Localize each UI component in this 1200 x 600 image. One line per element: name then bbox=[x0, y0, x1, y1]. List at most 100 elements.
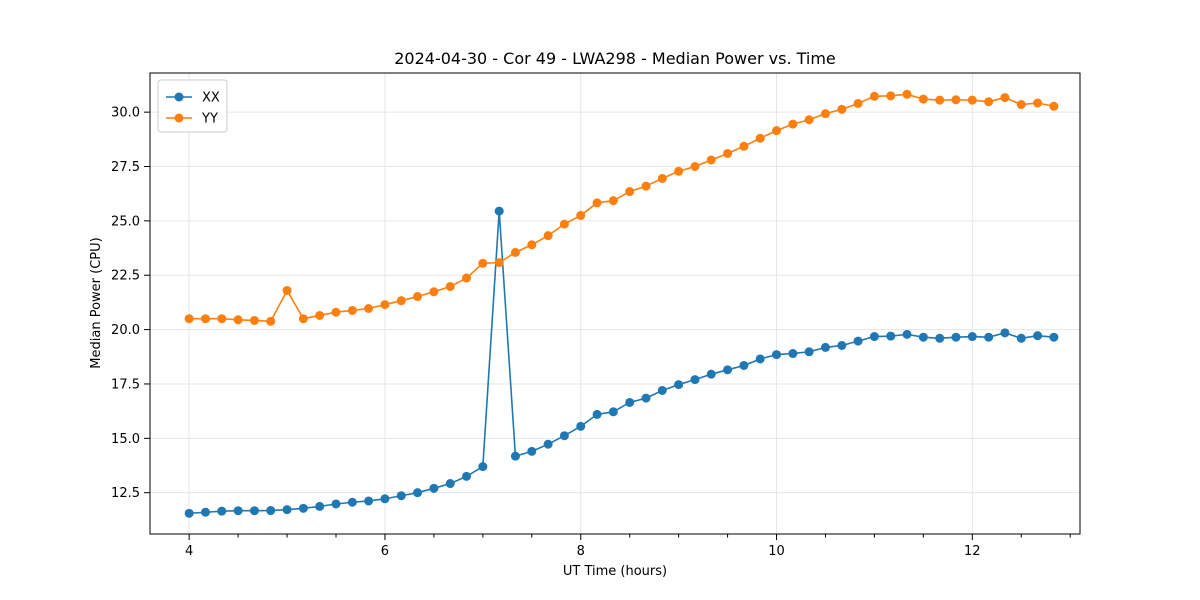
data-point-yy bbox=[739, 141, 749, 151]
data-point-xx bbox=[217, 506, 227, 516]
data-point-yy bbox=[918, 94, 928, 104]
chart-title: 2024-04-30 - Cor 49 - LWA298 - Median Po… bbox=[394, 49, 836, 68]
data-point-xx bbox=[266, 506, 276, 516]
data-point-yy bbox=[315, 310, 325, 320]
data-point-xx bbox=[201, 507, 211, 517]
data-point-xx bbox=[755, 354, 765, 364]
data-point-yy bbox=[543, 231, 553, 241]
y-tick-label: 20.0 bbox=[111, 323, 140, 338]
data-point-xx bbox=[445, 479, 455, 489]
data-point-xx bbox=[347, 497, 357, 507]
data-point-yy bbox=[788, 119, 798, 129]
data-point-xx bbox=[331, 499, 341, 509]
data-point-yy bbox=[282, 285, 292, 295]
data-point-yy bbox=[576, 210, 586, 220]
plot-area-frame bbox=[149, 72, 1081, 535]
data-point-xx bbox=[837, 340, 847, 350]
data-point-xx bbox=[576, 421, 586, 431]
data-point-xx bbox=[282, 505, 292, 515]
data-point-yy bbox=[461, 273, 471, 283]
data-point-yy bbox=[886, 91, 896, 101]
data-point-xx bbox=[592, 409, 602, 419]
x-tick-label: 10 bbox=[768, 544, 785, 559]
x-tick-label: 8 bbox=[577, 544, 585, 559]
data-point-xx bbox=[886, 331, 896, 341]
data-point-xx bbox=[853, 336, 863, 346]
data-point-xx bbox=[657, 385, 667, 395]
data-point-xx bbox=[380, 494, 390, 504]
x-tick-label: 12 bbox=[964, 544, 981, 559]
data-point-xx bbox=[706, 369, 716, 379]
data-point-yy bbox=[510, 247, 520, 257]
data-point-yy bbox=[690, 162, 700, 172]
data-point-xx bbox=[396, 491, 406, 501]
data-point-yy bbox=[217, 314, 227, 324]
data-point-xx bbox=[527, 446, 537, 456]
data-point-xx bbox=[184, 508, 194, 518]
data-point-yy bbox=[347, 305, 357, 315]
plot-series bbox=[184, 89, 1059, 518]
x-tick-label: 4 bbox=[185, 544, 193, 559]
legend-marker-yy bbox=[174, 113, 184, 123]
data-point-xx bbox=[918, 332, 928, 342]
legend-label-xx: XX bbox=[202, 91, 220, 106]
data-point-xx bbox=[967, 332, 977, 342]
data-point-yy bbox=[298, 314, 308, 324]
data-point-xx bbox=[951, 332, 961, 342]
data-point-xx bbox=[625, 397, 635, 407]
y-tick-label: 17.5 bbox=[111, 377, 140, 392]
data-point-yy bbox=[608, 196, 618, 206]
data-point-xx bbox=[1049, 332, 1059, 342]
x-tick-label: 6 bbox=[381, 544, 389, 559]
data-point-xx bbox=[315, 501, 325, 511]
data-point-yy bbox=[984, 97, 994, 107]
data-point-xx bbox=[478, 462, 488, 472]
data-point-xx bbox=[1016, 333, 1026, 343]
data-point-yy bbox=[837, 104, 847, 114]
data-point-yy bbox=[674, 166, 684, 176]
y-axis-title: Median Power (CPU) bbox=[89, 237, 104, 368]
grid-lines bbox=[150, 73, 1080, 534]
data-point-xx bbox=[233, 506, 243, 516]
data-point-yy bbox=[396, 296, 406, 306]
data-point-xx bbox=[1033, 331, 1043, 341]
data-point-xx bbox=[723, 365, 733, 375]
data-point-xx bbox=[413, 488, 423, 498]
data-point-yy bbox=[233, 315, 243, 325]
data-point-yy bbox=[1016, 100, 1026, 110]
series-yy bbox=[184, 89, 1059, 326]
data-point-xx bbox=[674, 380, 684, 390]
data-point-xx bbox=[902, 329, 912, 339]
data-point-yy bbox=[364, 304, 374, 314]
data-point-yy bbox=[331, 307, 341, 317]
data-point-xx bbox=[559, 431, 569, 441]
data-point-yy bbox=[967, 95, 977, 105]
y-tick-label: 25.0 bbox=[111, 214, 140, 229]
data-point-xx bbox=[690, 375, 700, 385]
data-point-xx bbox=[772, 350, 782, 360]
data-point-yy bbox=[951, 95, 961, 105]
data-point-xx bbox=[461, 471, 471, 481]
data-point-yy bbox=[1000, 93, 1010, 103]
data-point-yy bbox=[184, 314, 194, 324]
data-point-yy bbox=[755, 133, 765, 143]
data-point-xx bbox=[739, 360, 749, 370]
legend-label-yy: YY bbox=[201, 112, 218, 127]
data-point-yy bbox=[853, 98, 863, 108]
data-point-yy bbox=[625, 187, 635, 197]
data-point-xx bbox=[364, 496, 374, 506]
data-point-xx bbox=[429, 483, 439, 493]
data-point-yy bbox=[1033, 98, 1043, 108]
data-point-yy bbox=[445, 282, 455, 292]
data-point-xx bbox=[494, 206, 504, 216]
data-point-xx bbox=[298, 503, 308, 513]
data-point-xx bbox=[641, 393, 651, 403]
data-point-xx bbox=[869, 332, 879, 342]
data-point-yy bbox=[429, 287, 439, 297]
data-point-yy bbox=[380, 300, 390, 310]
data-point-yy bbox=[820, 109, 830, 119]
data-point-yy bbox=[804, 115, 814, 125]
data-point-yy bbox=[772, 126, 782, 136]
series-xx bbox=[184, 206, 1059, 518]
